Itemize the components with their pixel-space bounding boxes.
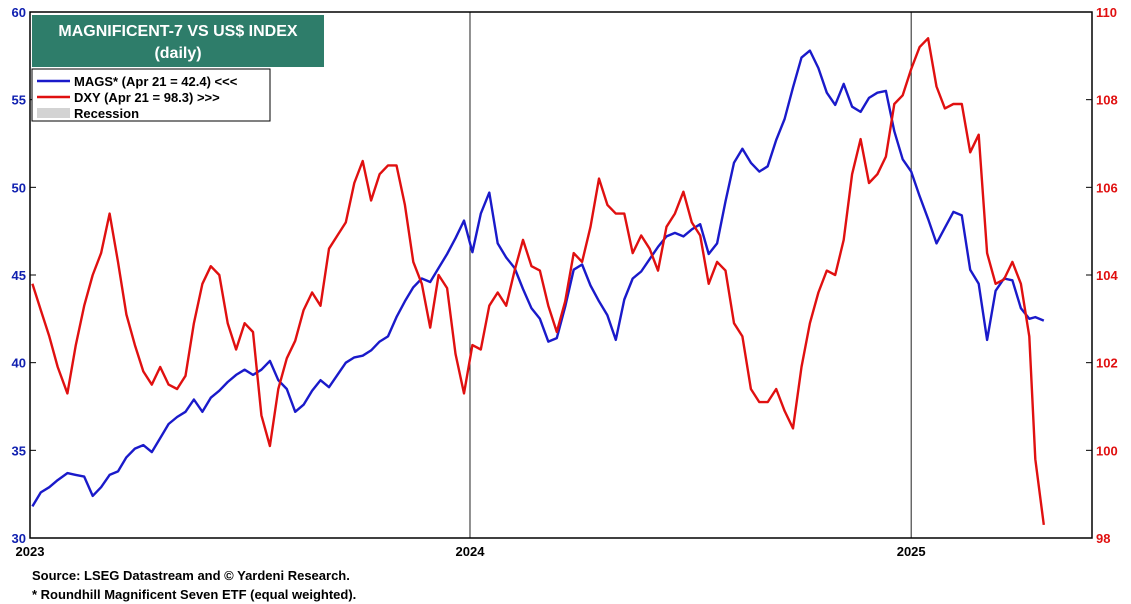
- legend-swatch: [37, 108, 70, 118]
- x-tick-label: 2023: [16, 544, 45, 559]
- left-tick-label: 50: [12, 180, 26, 195]
- right-tick-label: 104: [1096, 268, 1118, 283]
- title-box: [32, 15, 324, 67]
- left-tick-label: 35: [12, 443, 26, 458]
- chart-subtitle: (daily): [154, 45, 201, 62]
- right-tick-label: 110: [1096, 5, 1117, 20]
- series-line-mags: [31, 49, 1045, 508]
- right-tick-label: 98: [1096, 531, 1110, 546]
- legend-box: [31, 68, 271, 122]
- left-tick-label: 45: [12, 268, 26, 283]
- right-tick-label: 100: [1096, 443, 1118, 458]
- right-tick-label: 102: [1096, 356, 1118, 371]
- legend-label: Recession: [74, 106, 139, 121]
- left-tick-label: 30: [12, 531, 26, 546]
- legend-label: MAGS* (Apr 21 = 42.4) <<<: [74, 74, 238, 89]
- left-tick-label: 40: [12, 356, 26, 371]
- left-tick-label: 60: [12, 5, 26, 20]
- chart-title: MAGNIFICENT-7 VS US$ INDEX: [58, 23, 297, 40]
- series-line-dxy: [31, 37, 1045, 526]
- source-note: Source: LSEG Datastream and © Yardeni Re…: [32, 568, 350, 583]
- x-tick-label: 2025: [897, 544, 926, 559]
- left-tick-label: 55: [12, 93, 26, 108]
- right-tick-label: 108: [1096, 93, 1118, 108]
- right-tick-label: 106: [1096, 180, 1118, 195]
- x-tick-label: 2024: [456, 544, 486, 559]
- legend-label: DXY (Apr 21 = 98.3) >>>: [74, 90, 220, 105]
- footnote: * Roundhill Magnificent Seven ETF (equal…: [32, 587, 357, 602]
